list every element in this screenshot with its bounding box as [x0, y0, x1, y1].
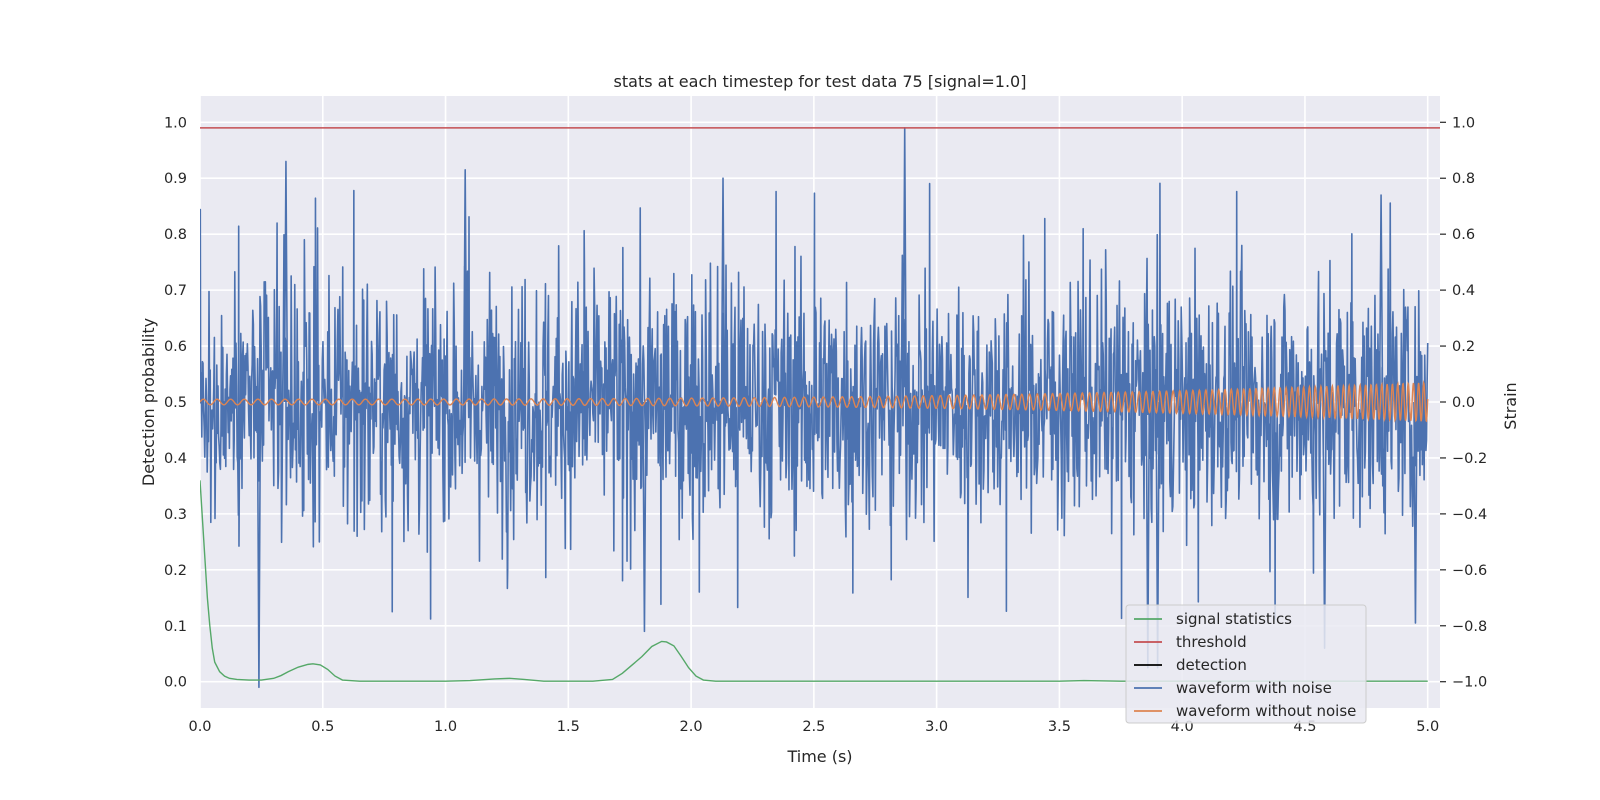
y-tick-label-0: 0.0 — [164, 675, 187, 691]
y-tick-label-1: 0.1 — [164, 619, 187, 635]
y2-tick-label-0: −1.0 — [1452, 675, 1487, 691]
y-tick-label-6: 0.6 — [164, 339, 187, 355]
x-tick-label-2: 1.0 — [434, 719, 457, 735]
y2-tick-label-1: −0.8 — [1452, 619, 1487, 635]
y2-tick-label-8: 0.6 — [1452, 227, 1475, 243]
legend-entries: signal statistics threshold detection wavef… — [1134, 610, 1356, 720]
y2-tick-label-7: 0.4 — [1452, 283, 1475, 299]
y-tick-label-7: 0.7 — [164, 283, 187, 299]
y-tick-label-9: 0.9 — [164, 171, 187, 187]
legend-label-1: threshold — [1176, 633, 1247, 651]
y2-tick-label-9: 0.8 — [1452, 171, 1475, 187]
y2-tick-label-3: −0.4 — [1452, 507, 1487, 523]
x-tick-label-4: 2.0 — [680, 719, 703, 735]
y2-axis-ticks: −1.0 −0.8 −0.6 −0.4 −0.2 0.0 0.2 0.4 0.6 0.8 1.0 — [1440, 115, 1487, 691]
y2-tick-label-10: 1.0 — [1452, 115, 1475, 131]
legend-label-2: detection — [1176, 656, 1247, 674]
chart-title: stats at each timestep for test data 75 … — [614, 72, 1027, 91]
y-tick-label-2: 0.2 — [164, 563, 187, 579]
x-axis-label: Time (s) — [786, 747, 852, 766]
x-tick-label-3: 1.5 — [557, 719, 580, 735]
y2-tick-label-6: 0.2 — [1452, 339, 1475, 355]
x-tick-label-6: 3.0 — [925, 719, 948, 735]
y2-axis-label: Strain — [1501, 382, 1520, 429]
legend-box — [1125, 604, 1367, 724]
legend: signal statistics threshold detection wavef… — [1125, 604, 1367, 724]
x-tick-label-0: 0.0 — [188, 719, 211, 735]
waveform-without-noise-line — [200, 380, 1429, 423]
y2-tick-label-5: 0.0 — [1452, 395, 1475, 411]
legend-label-0: signal statistics — [1176, 610, 1292, 628]
y-tick-label-3: 0.3 — [164, 507, 187, 523]
y-tick-label-10: 1.0 — [164, 115, 187, 131]
y2-tick-label-2: −0.6 — [1452, 563, 1487, 579]
y-axis-label: Detection probability — [139, 318, 158, 486]
x-tick-label-1: 0.5 — [311, 719, 334, 735]
y2-tick-label-4: −0.2 — [1452, 451, 1487, 467]
y-axis-ticks: 0.0 0.1 0.2 0.3 0.4 0.5 0.6 0.7 0.8 0.9 1.0 — [164, 115, 187, 690]
signal-statistics-line — [200, 480, 1428, 682]
y-tick-label-8: 0.8 — [164, 227, 187, 243]
x-tick-label-7: 3.5 — [1048, 719, 1071, 735]
y-tick-label-5: 0.5 — [164, 395, 187, 411]
legend-label-3: waveform with noise — [1176, 679, 1332, 697]
x-tick-label-10: 5.0 — [1416, 719, 1439, 735]
plot-area — [200, 127, 1440, 689]
legend-label-4: waveform without noise — [1176, 702, 1356, 720]
y-tick-label-4: 0.4 — [164, 451, 187, 467]
x-tick-label-5: 2.5 — [802, 719, 825, 735]
